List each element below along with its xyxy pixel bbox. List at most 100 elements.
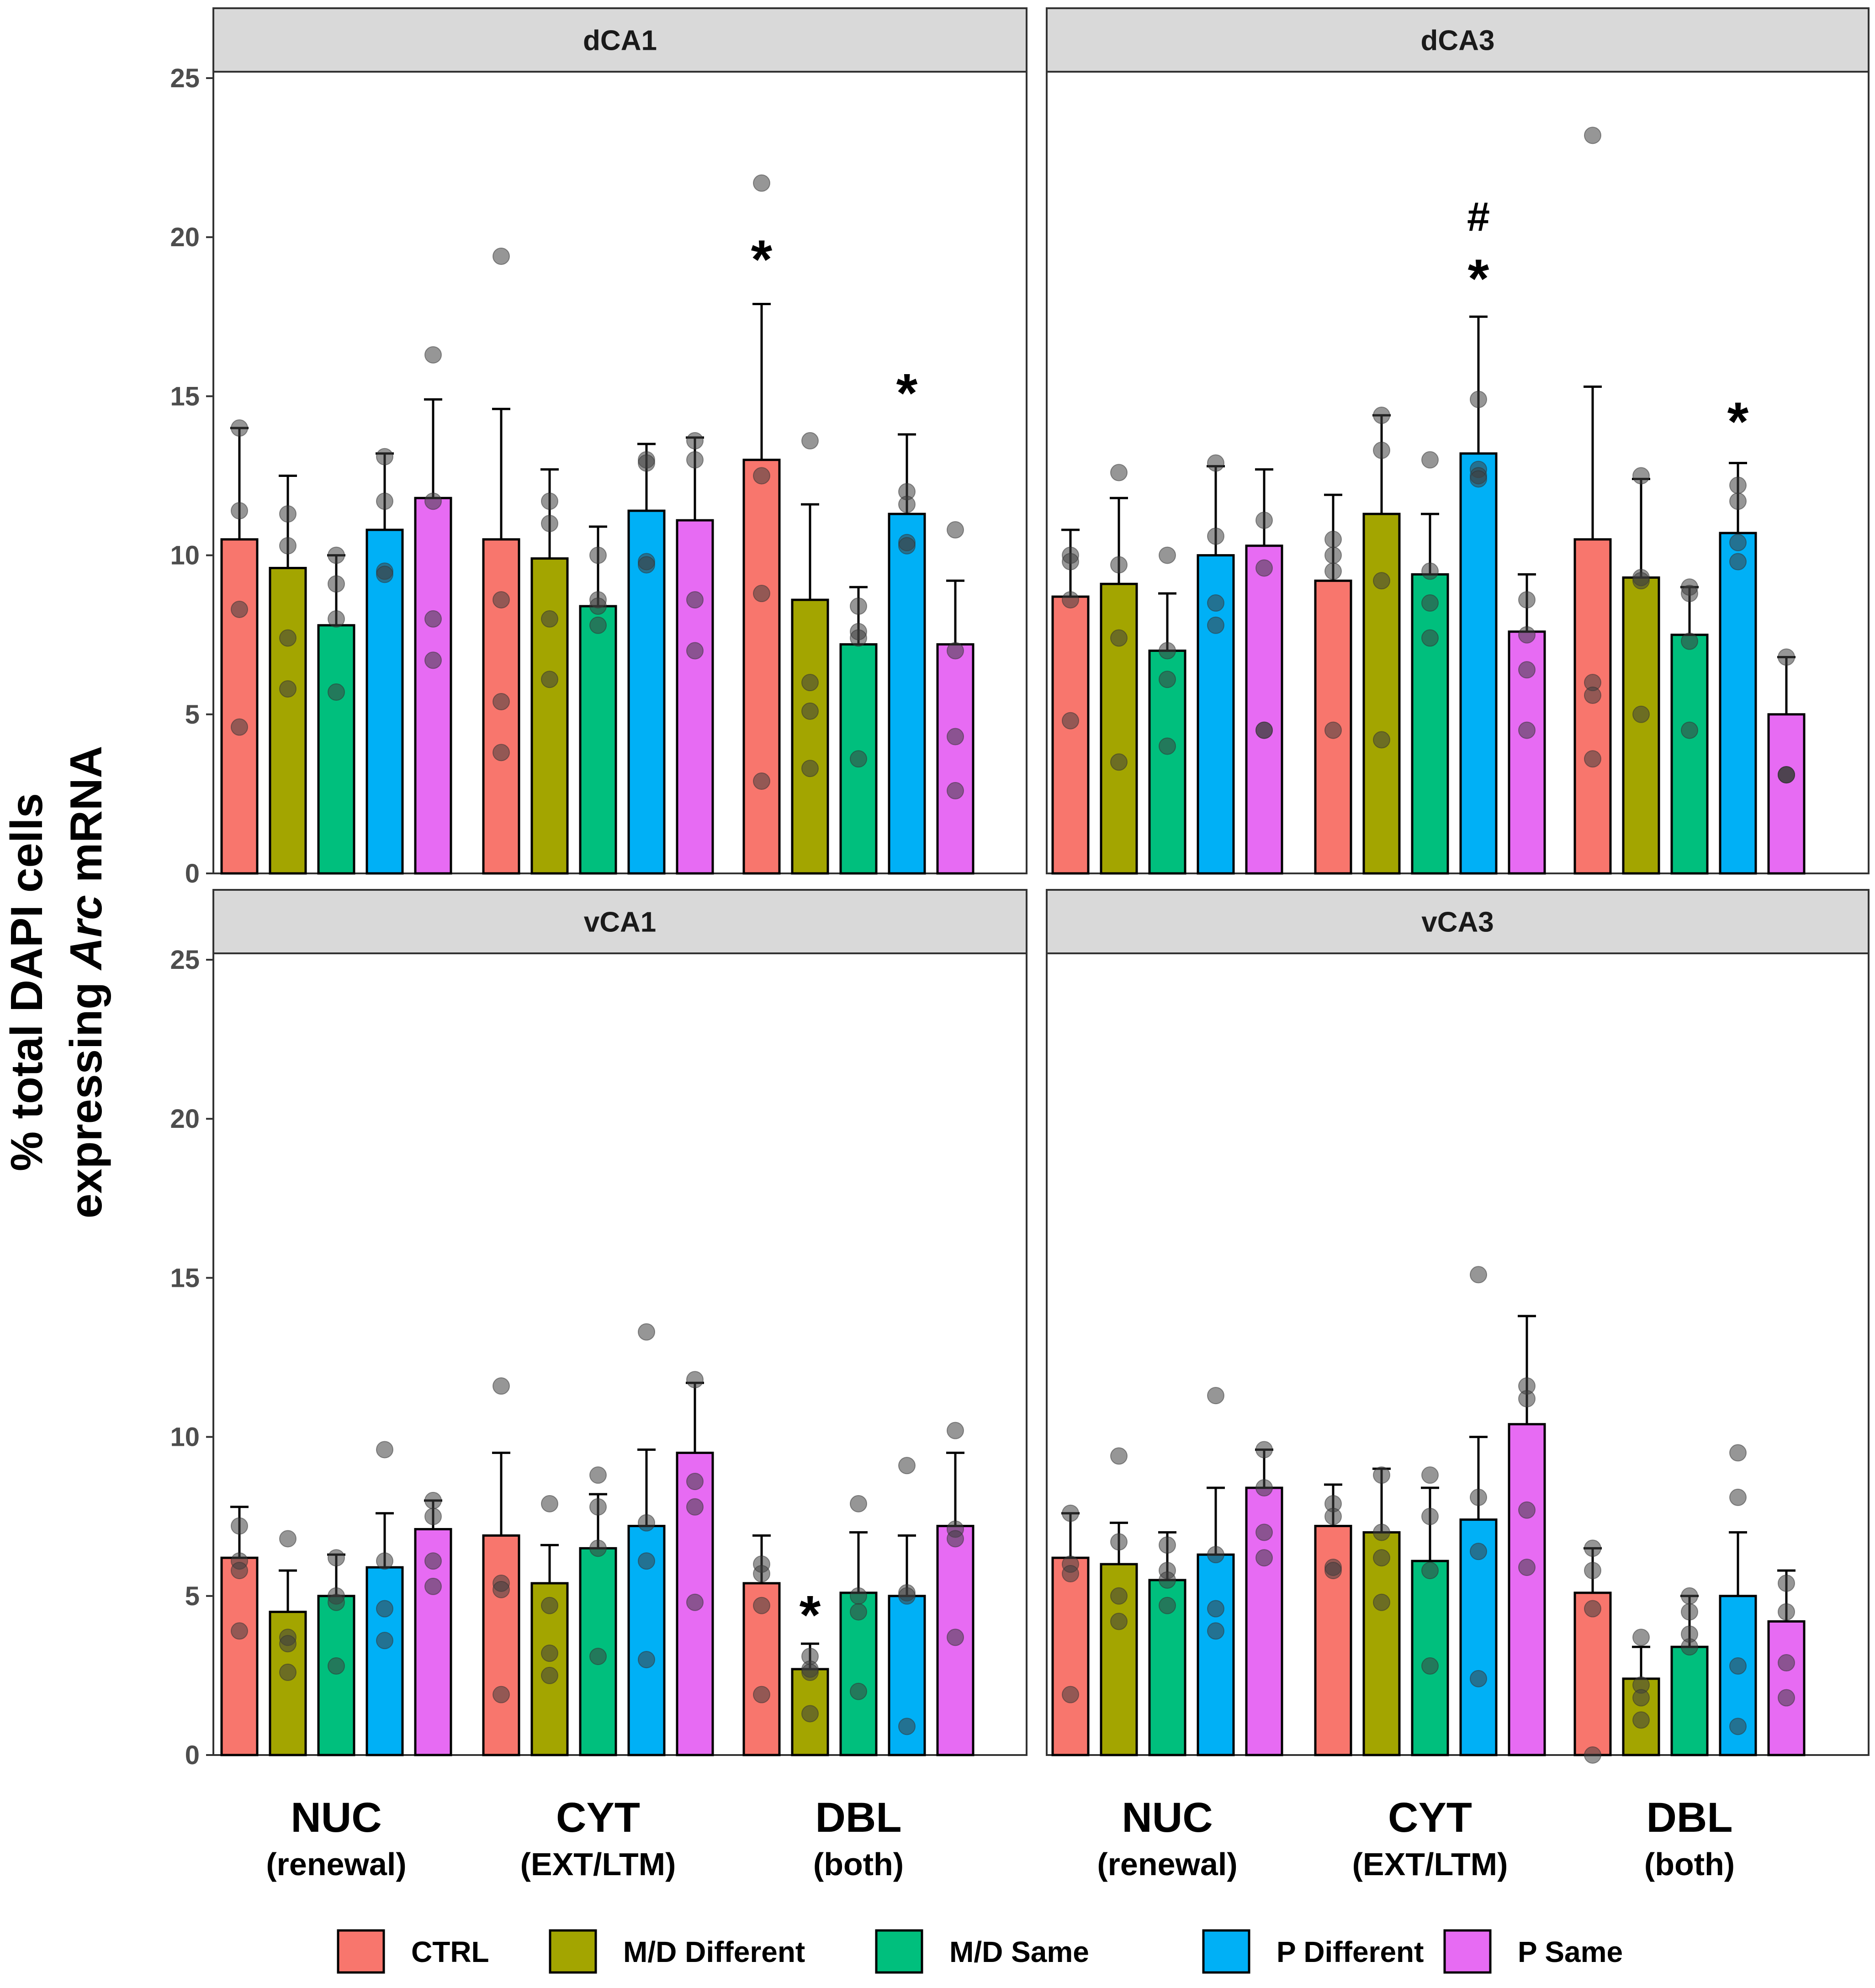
data-point [376,566,393,583]
data-point [1632,1689,1650,1707]
data-point [1729,1657,1747,1675]
y-axis-title-italic: Arc [61,895,111,971]
bar-pdifferent [365,529,404,875]
data-point [850,1587,867,1605]
data-point [231,1517,248,1535]
bar-ctrl [482,1534,520,1756]
data-point [1681,721,1698,739]
data-point [947,1628,964,1646]
data-point [279,537,297,555]
bar-mdsame [1670,634,1709,875]
panel-title: dCA1 [583,25,657,57]
data-point [898,537,916,555]
data-point [1421,629,1439,647]
data-point [424,1507,442,1525]
y-tick-label: 15 [170,381,200,411]
bar-mdsame [579,605,617,875]
data-point [1373,441,1390,459]
data-point [1584,1746,1601,1764]
data-point [1255,1523,1273,1541]
data-point [1062,591,1079,609]
x-group-sublabel: (renewal) [1097,1846,1237,1882]
y-tick-label: 10 [170,1422,200,1452]
data-point [898,496,916,513]
significance-marker: * [800,1585,821,1646]
data-point [231,718,248,736]
bar-mdsame [1411,573,1449,875]
data-point [1255,511,1273,529]
data-point [589,546,607,564]
bar-pdifferent [1459,452,1498,875]
data-point [1207,594,1224,612]
bar-psame [676,519,714,875]
significance-marker: # [1467,194,1490,240]
data-point [686,1371,704,1389]
x-group-label: CYT [1388,1794,1472,1841]
bar-psame [1508,1423,1546,1756]
data-point [376,1632,393,1650]
data-point [1324,530,1342,548]
data-point [541,1597,558,1614]
data-point [328,1657,345,1675]
data-point [801,674,819,692]
y-axis-title-line2: expressing Arc mRNA [61,746,111,1219]
data-point [424,1491,442,1509]
data-point [1324,562,1342,580]
data-point [1110,1613,1128,1630]
significance-marker: * [1468,248,1489,309]
significance-marker: * [896,363,918,424]
legend-label: M/D Same [949,1935,1089,1968]
data-point [1518,721,1536,739]
y-tick-label: 20 [170,1104,200,1134]
significance-marker: * [751,229,773,290]
bar-mddifferent [1100,1563,1138,1756]
data-point [1324,1507,1342,1525]
data-point [1729,476,1747,494]
bar-psame [936,643,975,875]
data-point [1518,1390,1536,1408]
data-point [541,514,558,532]
bar-pdifferent [888,513,926,875]
legend-label: CTRL [411,1935,489,1968]
data-point [686,642,704,660]
data-point [850,1682,867,1700]
legend-label: P Different [1276,1935,1424,1968]
data-point [328,683,345,701]
bar-pdifferent [365,1566,404,1756]
x-group-label: NUC [291,1794,381,1841]
data-point [1681,1638,1698,1656]
data-point [1062,1504,1079,1522]
data-point [1729,492,1747,510]
data-point [1110,556,1128,574]
bar-ctrl [1051,1556,1090,1756]
data-point [1373,1523,1390,1541]
data-point [1729,534,1747,551]
panels-layer: dCA10510152025**dCA3#**vCA10510152025*vC… [170,7,1870,1770]
data-point [493,1686,510,1703]
data-point [1110,1587,1128,1605]
data-point [753,772,770,790]
panel-dCA3: dCA3 # * * [1046,7,1870,875]
data-point [1159,737,1176,755]
data-point [541,1495,558,1512]
legend-item: CTRL [337,1929,489,1974]
y-tick-label: 0 [185,1740,200,1770]
data-point [1255,721,1273,739]
bar-mddifferent [530,557,569,875]
data-point [638,1323,655,1341]
data-point [1632,705,1650,723]
data-point [1324,546,1342,564]
data-point [1584,1600,1601,1618]
data-point [1518,591,1536,609]
data-point [1110,1447,1128,1465]
legend-swatch [875,1929,923,1974]
data-point [1778,648,1795,666]
bar-psame [414,497,452,875]
y-axis-title-prefix: expressing [61,970,111,1219]
data-point [801,702,819,720]
data-point [231,502,248,520]
data-point [1681,585,1698,603]
data-point [493,744,510,761]
data-point [541,1666,558,1684]
x-group-sublabel: (EXT/LTM) [520,1846,676,1882]
